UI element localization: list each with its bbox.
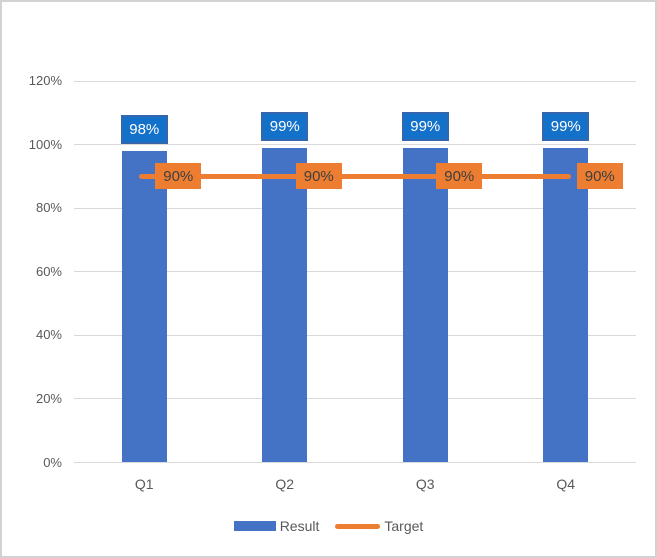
y-axis-tick-label: 0% [43,454,62,470]
bar-q1[interactable] [121,150,167,463]
legend-label-target: Target [384,518,424,534]
x-axis-category-label: Q1 [134,476,154,492]
bar-data-label[interactable]: 99% [401,111,449,141]
gridline [74,334,636,336]
x-axis-category-label: Q2 [275,476,295,492]
y-axis-tick-label: 80% [35,200,62,216]
bar-q2[interactable] [262,147,308,463]
y-axis-tick-label: 120% [28,73,62,88]
y-axis-tick-label: 100% [28,136,62,152]
result-series-swatch-icon [233,521,276,531]
target-series-swatch-icon [335,523,381,529]
legend-label-result: Result [279,518,320,534]
bar-q3[interactable] [402,147,448,463]
x-axis-category-label: Q3 [415,476,435,492]
legend-item-target[interactable]: Target [335,518,423,534]
target-data-label[interactable]: 90% [295,163,342,190]
legend-item-result[interactable]: Result [233,518,320,534]
gridline [74,398,636,400]
bar-data-label[interactable]: 98% [120,114,168,144]
gridline [74,80,636,82]
y-axis-tick-label: 60% [35,263,62,279]
bar-data-label[interactable]: 99% [542,111,590,141]
gridline [74,144,636,146]
x-axis-category-label: Q4 [556,476,576,492]
bar-q4[interactable] [543,147,589,463]
target-line[interactable] [139,173,571,179]
target-data-label[interactable]: 90% [436,163,483,190]
gridline [74,271,636,273]
legend: Result Target [2,518,655,534]
gridline [74,462,636,463]
gridline [74,207,636,209]
y-axis-tick-label: 40% [35,327,62,343]
y-axis-tick-label: 20% [35,390,62,406]
target-data-label[interactable]: 90% [155,163,202,190]
target-data-label[interactable]: 90% [576,163,623,190]
bar-data-label[interactable]: 99% [261,111,309,141]
